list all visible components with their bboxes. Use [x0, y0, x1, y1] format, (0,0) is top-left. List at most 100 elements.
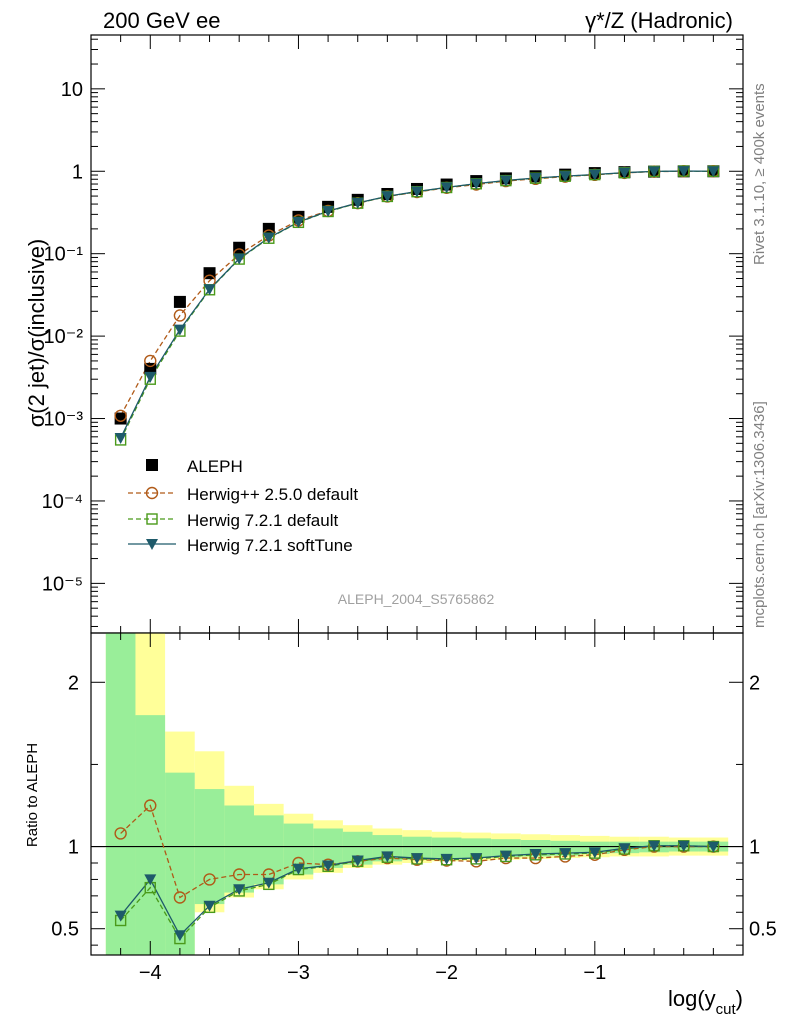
point-herwig7-softtune [707, 166, 720, 178]
point-herwig7-softtune [173, 324, 186, 336]
header-left: 200 GeV ee [103, 8, 220, 33]
error-band-green [491, 839, 521, 858]
point-herwig7-softtune [381, 191, 394, 203]
ratio-point-herwig7-softtune [381, 851, 394, 863]
error-band-green [135, 715, 166, 955]
legend-marker-herwigpp [145, 486, 159, 500]
main-y-tick-label: 10 [61, 79, 83, 101]
x-label-close: ) [736, 986, 743, 1011]
rivet-label: Rivet 3.1.10, ≥ 400k events [751, 83, 768, 265]
ratio-point-herwig7-softtune [499, 850, 512, 862]
point-herwig7-softtune [203, 284, 216, 296]
ratio-point-herwigpp [114, 827, 127, 840]
point-aleph [114, 412, 127, 425]
point-aleph [262, 222, 275, 235]
ratio-point-herwig7-softtune [440, 853, 453, 865]
ratio-point-herwig7-softtune [114, 910, 127, 922]
ratio-point-herwig7-softtune [470, 853, 483, 865]
analysis-label: ALEPH_2004_S5765862 [338, 591, 495, 607]
ratio-point-herwig7-softtune [618, 843, 631, 855]
legend-marker-aleph [146, 459, 158, 471]
ratio-point-herwig7-softtune [144, 874, 157, 886]
main-y-tick-label: 10⁻⁵ [42, 573, 83, 595]
ratio-point-herwig7-softtune [411, 853, 423, 865]
x-label-main: log(y [668, 986, 716, 1011]
ratio-point-herwig7-softtune [559, 848, 572, 860]
point-herwig7-softtune [618, 167, 631, 179]
error-band-green [224, 805, 254, 893]
error-band-green [254, 815, 284, 885]
legend: ALEPH Herwig++ 2.5.0 default Herwig 7.2.… [128, 457, 358, 555]
ratio-y-tick-label-right: 2 [749, 672, 760, 694]
error-band-green [165, 772, 195, 955]
ratio-point-herwig7-softtune [173, 930, 186, 942]
x-axis-label: log(ycut) [668, 986, 743, 1018]
point-herwig7-softtune [262, 232, 275, 244]
ratio-point-herwig7-softtune [351, 855, 364, 867]
main-y-tick-label: 10⁻³ [44, 409, 84, 431]
series-line-herwig7-default [120, 170, 714, 441]
source-label: mcplots.cern.ch [arXiv:1306.3436] [751, 401, 768, 628]
ratio-point-herwigpp [203, 873, 216, 886]
ratio-point-herwig7-softtune [262, 877, 275, 889]
point-herwigpp [144, 354, 157, 368]
legend-marker-herwig7-default [146, 513, 158, 525]
ratio-y-tick-label: 1 [68, 837, 79, 859]
point-aleph [233, 241, 246, 254]
point-herwig7-softtune [499, 175, 512, 187]
legend-label-aleph: ALEPH [187, 457, 243, 476]
point-herwig7-softtune [470, 178, 483, 190]
main-y-tick-label: 10⁻⁴ [42, 491, 83, 513]
ratio-y-tick-label-right: 1 [749, 837, 760, 859]
ratio-point-herwigpp [232, 868, 246, 881]
ratio-point-herwig7-softtune [677, 840, 690, 852]
ratio-point-herwigpp [173, 891, 187, 904]
point-herwig7-softtune [677, 166, 690, 178]
ratio-point-herwigpp [144, 799, 157, 812]
point-herwig7-softtune [559, 171, 572, 183]
main-y-tick-label: 10⁻¹ [44, 244, 84, 266]
point-herwig7-softtune [351, 197, 364, 209]
ratio-point-herwig7-softtune [588, 847, 601, 859]
legend-label-herwigpp: Herwig++ 2.5.0 default [187, 485, 358, 504]
error-band-green [520, 840, 551, 857]
ratio-point-herwig7-softtune [292, 863, 305, 875]
ratio-point-herwig7-softtune [233, 884, 246, 896]
ratio-y-label: Ratio to ALEPH [24, 743, 41, 847]
x-label-sub: cut [716, 1001, 737, 1018]
main-y-label: σ(2 jet)/σ(inclusive) [24, 239, 49, 428]
main-y-tick-label: 10⁻² [44, 326, 84, 348]
legend-marker-herwig7-softtune [146, 539, 158, 550]
error-band-green [461, 838, 492, 859]
header-right: γ*/Z (Hadronic) [585, 8, 733, 33]
ratio-point-herwig7-softtune [529, 848, 542, 860]
main-y-tick-label: 1 [72, 161, 83, 183]
ratio-point-herwig7-softtune [322, 860, 335, 872]
ratio-point-herwig7-softtune [203, 900, 216, 912]
point-herwig7-softtune [588, 169, 601, 181]
x-tick-label: −2 [435, 962, 458, 984]
point-herwig7-softtune [233, 253, 246, 265]
point-herwig7-softtune [322, 206, 335, 218]
point-herwigpp [114, 409, 127, 422]
point-herwig7-softtune [292, 217, 305, 229]
point-herwig7-softtune [648, 166, 661, 178]
ratio-y-tick-label-right: 0.5 [749, 919, 777, 941]
ratio-y-tick-label: 0.5 [51, 919, 79, 941]
ratio-y-tick-label: 2 [68, 672, 79, 694]
x-tick-label: −4 [139, 962, 162, 984]
legend-label-herwig7-default: Herwig 7.2.1 default [187, 511, 338, 530]
point-herwig7-softtune [411, 186, 423, 198]
point-aleph [173, 295, 186, 308]
ratio-point-herwig7-softtune [648, 840, 661, 852]
ratio-line-herwigpp [120, 804, 714, 899]
series-line-herwig7-softtune [120, 170, 714, 439]
error-band-green [431, 837, 462, 859]
point-herwig7-softtune [440, 182, 453, 194]
point-herwigpp [173, 309, 187, 322]
point-herwig7-softtune [144, 371, 157, 383]
ratio-point-herwig7-softtune [707, 841, 720, 853]
x-tick-label: −1 [583, 962, 606, 984]
x-tick-label: −3 [287, 962, 310, 984]
